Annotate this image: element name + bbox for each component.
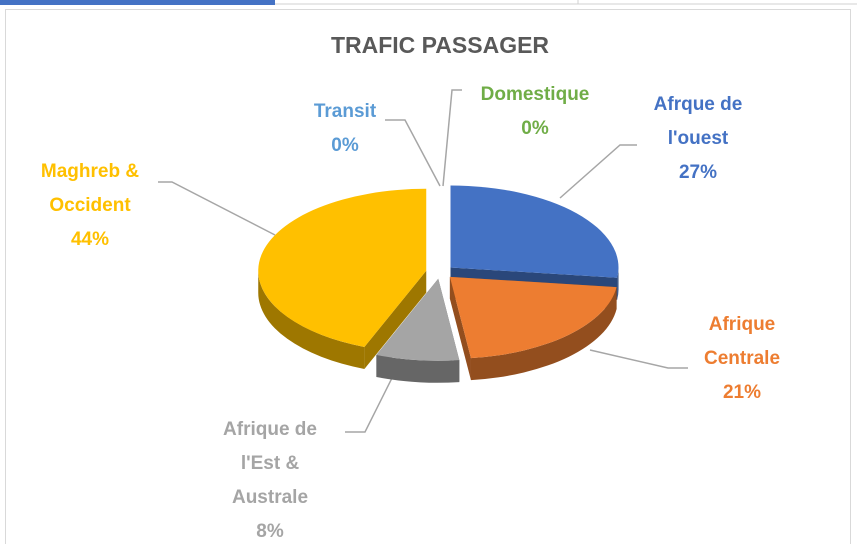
data-label: Afrque de l'ouest 27% (631, 88, 766, 190)
leader-line (589, 349, 688, 369)
label-name: Maghreb & Occident (40, 161, 140, 216)
slice (258, 188, 427, 347)
label-value: 44% (70, 229, 110, 250)
label-name: Afrque de l'ouest (653, 94, 743, 149)
leader-lines (158, 89, 688, 433)
label-value: 21% (722, 382, 762, 403)
chart-title: TRAFIC PASSAGER (330, 32, 550, 58)
chart-border (5, 9, 851, 544)
data-label: Afrique Centrale 21% (675, 308, 810, 410)
label-name: Afrique Centrale (703, 314, 781, 369)
slice (450, 185, 619, 278)
tab-active (0, 0, 275, 5)
data-label: Transit 0% (278, 95, 413, 163)
slice (449, 276, 617, 359)
data-label: Afrique de l'Est & Australe 8% (203, 413, 338, 544)
pie (258, 185, 619, 383)
label-value: 27% (678, 162, 718, 183)
leader-line (559, 144, 637, 199)
leader-line (158, 181, 276, 236)
label-name: Afrique de l'Est & Australe (223, 419, 317, 508)
label-value: 8% (256, 521, 284, 542)
label-value: 0% (331, 135, 359, 156)
leader-line (442, 89, 462, 187)
label-value: 0% (521, 118, 549, 139)
data-label: Maghreb & Occident 44% (15, 155, 165, 257)
slice (376, 278, 460, 361)
slice-cut-face (449, 276, 471, 381)
slice-side (258, 270, 365, 369)
slice-side (376, 355, 460, 383)
data-label: Domestique 0% (468, 78, 603, 146)
label-name: Domestique (480, 84, 590, 105)
label-name: Transit (313, 101, 377, 122)
leader-line (385, 119, 441, 187)
slice-side (617, 267, 619, 300)
slice-side (470, 287, 617, 381)
leader-line (345, 371, 396, 433)
slice-cut-face (364, 270, 427, 369)
